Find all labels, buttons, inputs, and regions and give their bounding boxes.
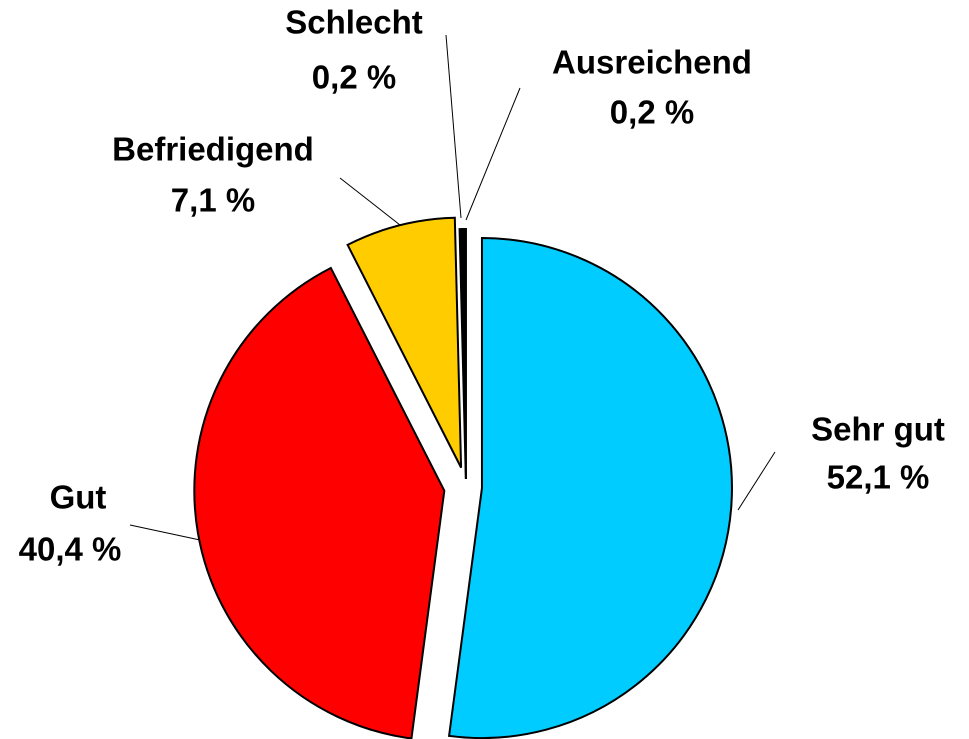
value-label: 7,1 %	[171, 182, 255, 219]
leader-line	[445, 34, 462, 219]
leader-line	[737, 451, 776, 511]
leader-line	[129, 524, 201, 541]
value-label: 0,2 %	[610, 94, 694, 131]
slice-label: Sehr gut	[811, 411, 945, 448]
value-label: 40,4 %	[19, 531, 122, 568]
value-label: 0,2 %	[312, 59, 396, 96]
slice-label: Ausreichend	[552, 44, 752, 81]
leader-line	[465, 87, 521, 221]
slice-label: Schlecht	[285, 4, 423, 41]
pie-slice	[447, 237, 733, 739]
slice-label: Befriedigend	[112, 131, 314, 168]
pie-slice	[193, 266, 446, 739]
leader-line	[339, 177, 401, 226]
value-label: 52,1 %	[827, 459, 930, 496]
slice-label: Gut	[50, 479, 107, 516]
pie-slice	[461, 227, 467, 480]
